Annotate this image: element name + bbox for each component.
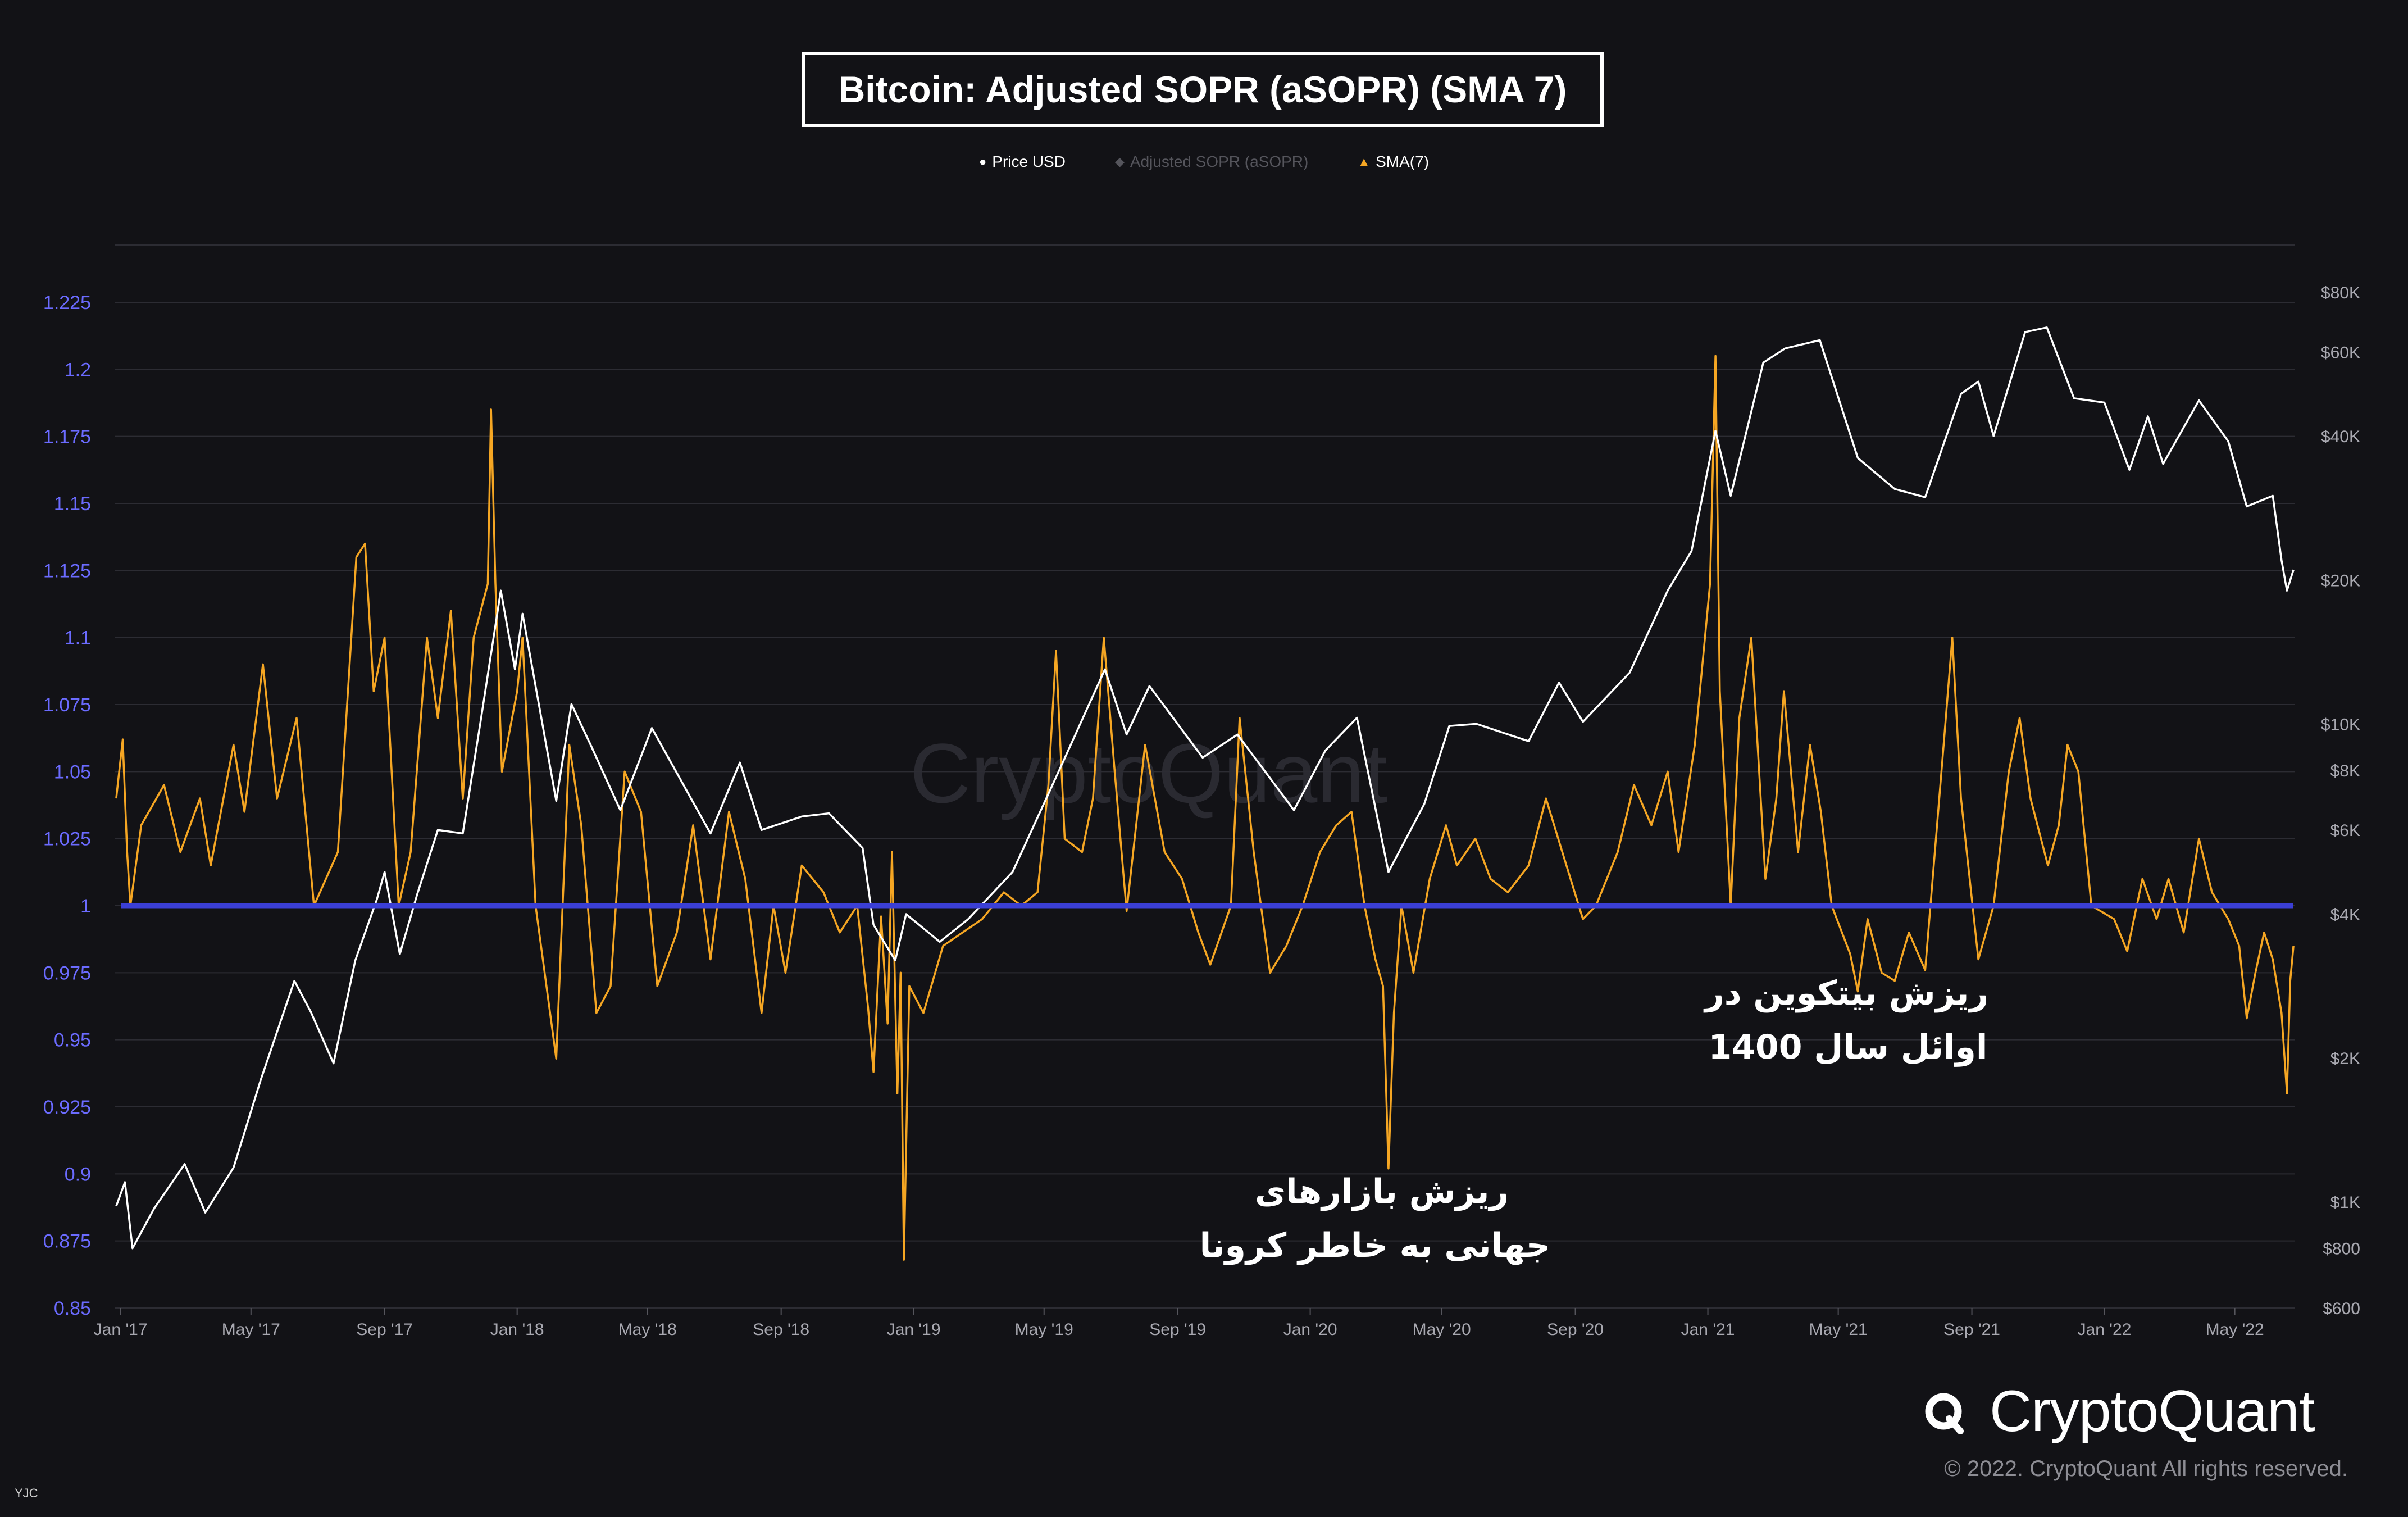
annotation-early-1400: ریزش بیتکوین در اوائل سال 1400 bbox=[1705, 966, 1988, 1074]
y-right-tick-label: $6K bbox=[2330, 821, 2360, 840]
x-tick-label: Jan '21 bbox=[1681, 1320, 1735, 1339]
annotation-early-1400-line2: اوائل سال 1400 bbox=[1708, 1028, 1988, 1067]
legend-label: Price USD bbox=[992, 153, 1066, 170]
y-left-tick-label: 0.875 bbox=[43, 1231, 91, 1252]
y-right-tick-label: $600 bbox=[2323, 1300, 2360, 1318]
x-tick-label: Sep '17 bbox=[356, 1320, 413, 1339]
legend-item[interactable]: ▲ SMA(7) bbox=[1358, 153, 1429, 171]
legend-item[interactable]: ◆ Adjusted SOPR (aSOPR) bbox=[1115, 153, 1308, 171]
chart-title-box: Bitcoin: Adjusted SOPR (aSOPR) (SMA 7) bbox=[802, 52, 1604, 127]
x-tick-label: Sep '20 bbox=[1547, 1320, 1604, 1339]
x-axis: Jan '17 May '17 Sep '17 Jan '18 May '18 Sep '… bbox=[94, 1308, 2264, 1339]
y-left-tick-label: 1.075 bbox=[43, 694, 91, 716]
x-tick-label: May '17 bbox=[222, 1320, 280, 1339]
legend: ● Price USD ◆ Adjusted SOPR (aSOPR) ▲ SMA(7) bbox=[0, 149, 2408, 174]
y-left-tick-label: 1.175 bbox=[43, 426, 91, 448]
annotation-covid-line2: جهانی به خاطر کرونا bbox=[1199, 1226, 1550, 1265]
y-left-tick-label: 1.225 bbox=[43, 292, 91, 314]
y-left-tick-label: 1.2 bbox=[65, 359, 91, 380]
x-tick-label: Jan '20 bbox=[1283, 1320, 1337, 1339]
y-right-tick-label: $20K bbox=[2321, 571, 2360, 590]
legend-item[interactable]: ● Price USD bbox=[979, 153, 1066, 171]
grid-layer bbox=[115, 244, 2295, 1309]
legend-marker-icon: ▲ bbox=[1358, 155, 1371, 169]
y-right-tick-label: $800 bbox=[2323, 1240, 2360, 1259]
y-left-tick-label: 0.975 bbox=[43, 962, 91, 984]
x-tick-label: Sep '18 bbox=[753, 1320, 809, 1339]
legend-label: SMA(7) bbox=[1376, 153, 1430, 170]
y-right-tick-label: $80K bbox=[2321, 284, 2360, 302]
y-left-tick-label: 1.15 bbox=[54, 493, 91, 515]
y-right-tick-label: $10K bbox=[2321, 715, 2360, 734]
x-tick-label: Sep '21 bbox=[1943, 1320, 2000, 1339]
x-tick-label: Sep '19 bbox=[1149, 1320, 1206, 1339]
series-line-sma7 bbox=[115, 355, 2295, 1261]
y-left-tick-label: 0.925 bbox=[43, 1097, 91, 1118]
x-tick-label: Jan '22 bbox=[2078, 1320, 2132, 1339]
legend-marker-icon: ◆ bbox=[1114, 155, 1125, 169]
chart-title: Bitcoin: Adjusted SOPR (aSOPR) (SMA 7) bbox=[838, 69, 1567, 110]
annotation-covid-line1: ریزش بازارهای bbox=[1255, 1172, 1509, 1211]
brand-name: CryptoQuant bbox=[1990, 1378, 2315, 1444]
y-right-tick-label: $2K bbox=[2330, 1050, 2360, 1068]
copyright: © 2022. CryptoQuant All rights reserved. bbox=[1944, 1456, 2348, 1481]
annotation-covid: ریزش بازارهای جهانی به خاطر کرونا bbox=[1199, 1165, 1550, 1273]
y-left-tick-label: 1 bbox=[80, 896, 91, 917]
y-left-tick-label: 0.9 bbox=[65, 1164, 91, 1185]
right-axis: $600 $800 $1K $2K $4K $6K $8K $10K $20K $40K $60K $… bbox=[2321, 284, 2360, 1318]
y-left-tick-label: 1.025 bbox=[43, 829, 91, 850]
x-tick-label: Jan '18 bbox=[490, 1320, 544, 1339]
x-tick-label: May '21 bbox=[1809, 1320, 1868, 1339]
y-left-tick-label: 1.05 bbox=[54, 761, 91, 783]
x-tick-label: Jan '17 bbox=[94, 1320, 148, 1339]
y-right-tick-label: $40K bbox=[2321, 428, 2360, 446]
y-right-tick-label: $1K bbox=[2330, 1193, 2360, 1212]
y-left-tick-label: 1.1 bbox=[65, 628, 91, 649]
y-left-tick-label: 0.95 bbox=[54, 1030, 91, 1051]
series-layer bbox=[115, 326, 2295, 1261]
y-right-tick-label: $8K bbox=[2330, 762, 2360, 780]
y-right-tick-label: $4K bbox=[2330, 906, 2360, 924]
x-tick-label: May '20 bbox=[1413, 1320, 1471, 1339]
legend-label: Adjusted SOPR (aSOPR) bbox=[1130, 153, 1309, 170]
x-tick-label: May '19 bbox=[1015, 1320, 1073, 1339]
y-left-tick-label: 1.125 bbox=[43, 560, 91, 582]
corner-logo: YJC bbox=[15, 1486, 38, 1500]
series-line-price-usd bbox=[115, 326, 2295, 1250]
left-axis: 0.85 0.875 0.9 0.925 0.95 0.975 1 1.025 1.05 1.07… bbox=[43, 292, 91, 1319]
x-tick-label: Jan '19 bbox=[887, 1320, 941, 1339]
annotation-early-1400-line1: ریزش بیتکوین در bbox=[1705, 974, 1988, 1013]
y-right-tick-label: $60K bbox=[2321, 343, 2360, 362]
cryptoquant-logo-icon bbox=[1914, 1391, 1964, 1434]
brand-logo: CryptoQuant bbox=[1910, 1379, 2354, 1444]
x-tick-label: May '18 bbox=[618, 1320, 677, 1339]
y-left-tick-label: 0.85 bbox=[54, 1298, 91, 1319]
x-tick-label: May '22 bbox=[2206, 1320, 2264, 1339]
legend-marker-icon: ● bbox=[978, 155, 987, 169]
